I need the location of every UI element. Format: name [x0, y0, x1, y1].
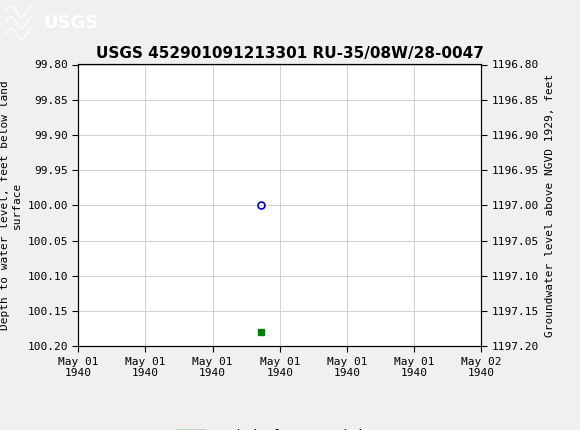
Y-axis label: Depth to water level, feet below land
surface: Depth to water level, feet below land su…	[0, 80, 22, 330]
Text: USGS 452901091213301 RU-35/08W/28-0047: USGS 452901091213301 RU-35/08W/28-0047	[96, 46, 484, 61]
Text: USGS: USGS	[44, 14, 99, 31]
Bar	[5, 2, 37, 43]
Y-axis label: Groundwater level above NGVD 1929, feet: Groundwater level above NGVD 1929, feet	[545, 74, 554, 337]
Legend: Period of approved data: Period of approved data	[170, 424, 390, 430]
